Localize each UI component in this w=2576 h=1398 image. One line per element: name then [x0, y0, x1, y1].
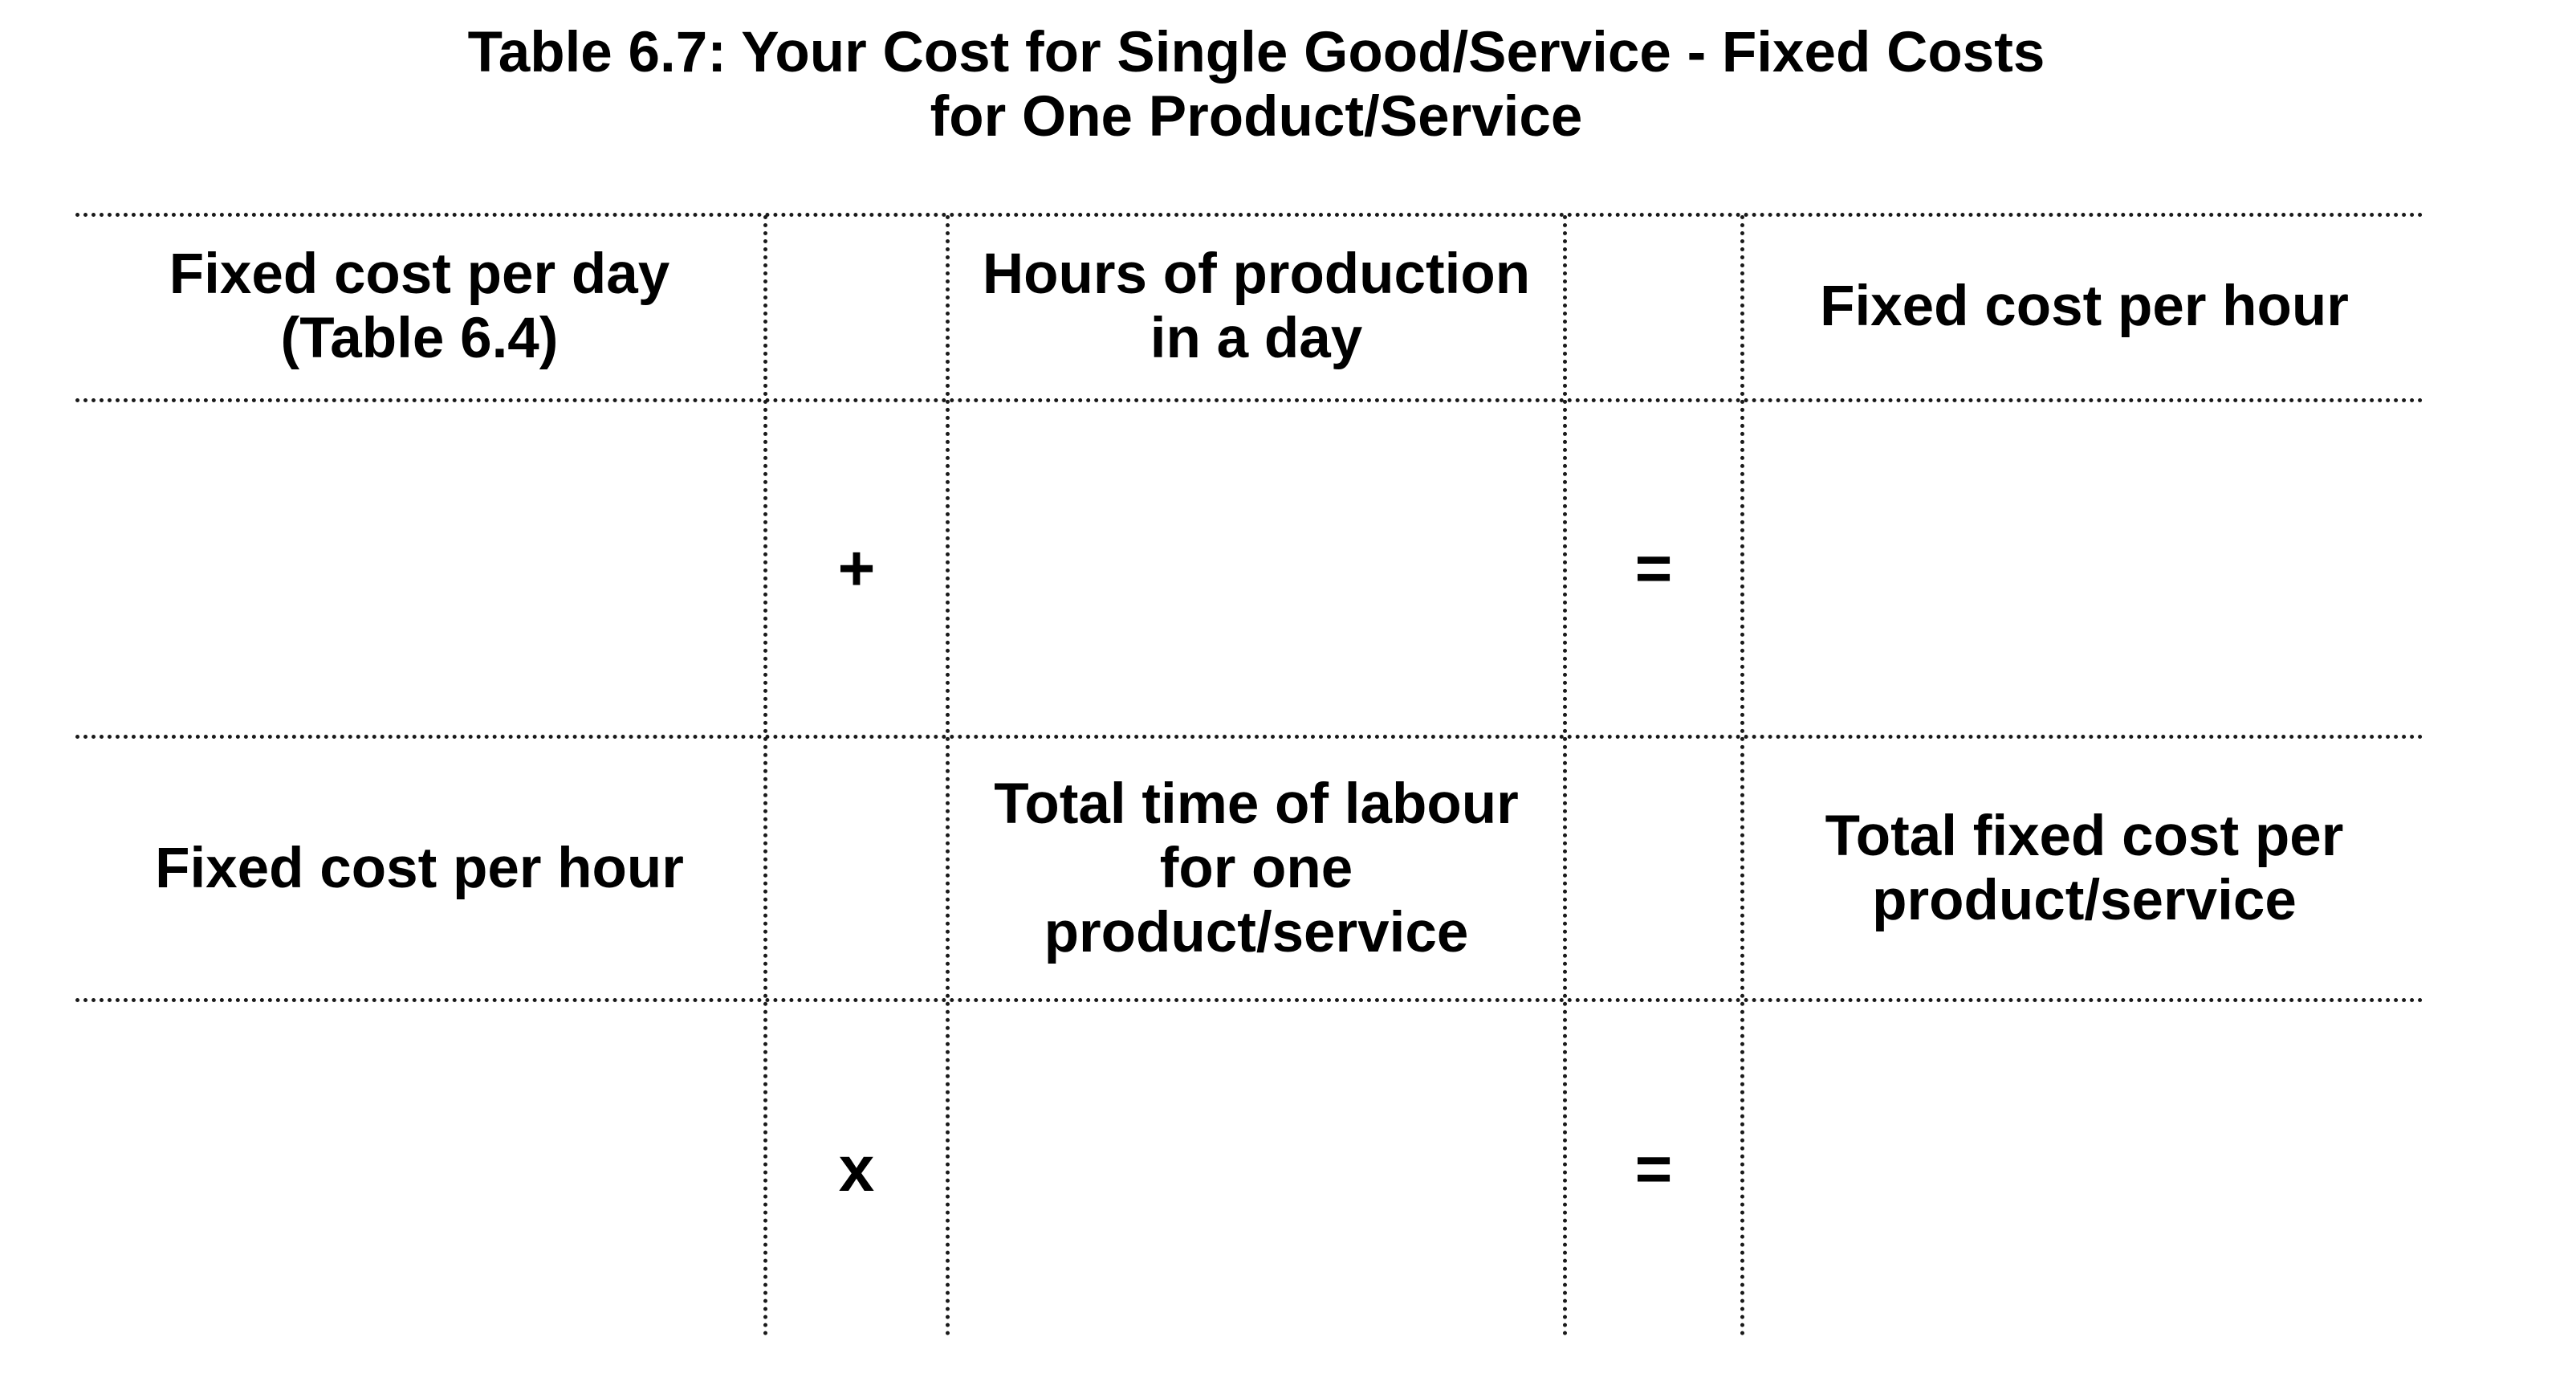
entry-hours-of-production[interactable] — [950, 402, 1563, 735]
header-1-bottom-border — [75, 398, 2424, 402]
operator-plus: + — [837, 532, 876, 604]
table-top-border — [75, 213, 2424, 217]
operator-equals-2: = — [1634, 1133, 1673, 1204]
operator-equals-1: = — [1634, 532, 1673, 604]
entry-fixed-cost-per-day[interactable] — [75, 402, 763, 735]
column-divider-1 — [763, 215, 767, 1336]
entry-total-fixed-cost[interactable] — [1744, 1002, 2424, 1336]
header-fixed-cost-per-day: Fixed cost per day (Table 6.4) — [169, 243, 670, 370]
header-fixed-cost-per-hour: Fixed cost per hour — [1820, 275, 2349, 338]
header-total-fixed-cost: Total fixed cost per product/service — [1825, 804, 2344, 932]
row-1-bottom-border — [75, 735, 2424, 739]
entry-fixed-cost-per-hour-2[interactable] — [75, 1002, 763, 1336]
header-fixed-cost-per-hour-2: Fixed cost per hour — [155, 836, 684, 900]
column-divider-3 — [1563, 215, 1567, 1336]
column-divider-2 — [946, 215, 950, 1336]
table-title-line-2: for One Product/Service — [930, 85, 1583, 149]
entry-fixed-cost-per-hour[interactable] — [1744, 402, 2424, 735]
header-hours-of-production: Hours of production in a day — [982, 243, 1531, 370]
operator-multiply: x — [838, 1133, 875, 1204]
column-divider-4 — [1740, 215, 1744, 1336]
table-title-line-1: Table 6.7: Your Cost for Single Good/Ser… — [467, 21, 2045, 84]
entry-total-time-of-labour[interactable] — [950, 1002, 1563, 1336]
header-2-bottom-border — [75, 998, 2424, 1002]
header-total-time-of-labour: Total time of labour for one product/ser… — [994, 772, 1519, 964]
